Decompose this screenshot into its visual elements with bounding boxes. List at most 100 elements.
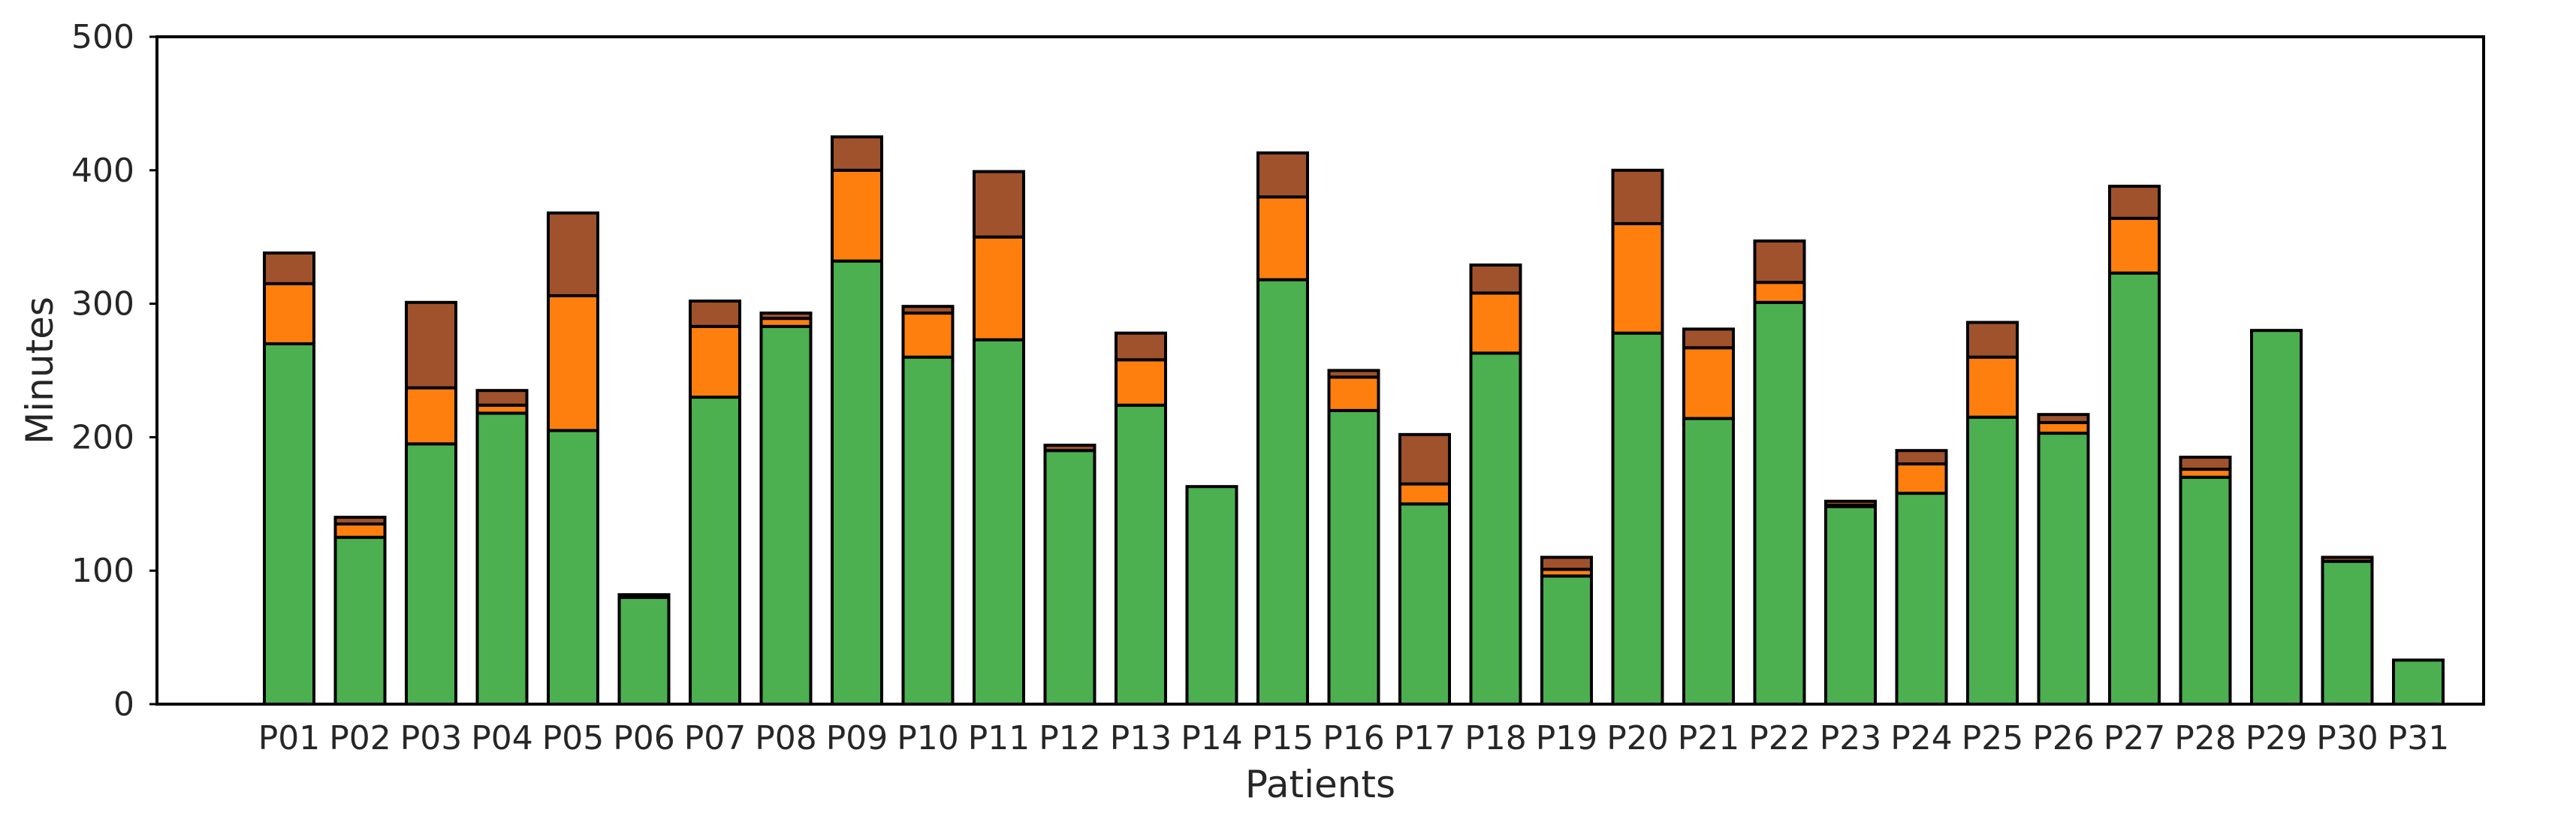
x-tick-label-p03: P03 [400, 719, 463, 757]
bar-p10-segment-1 [901, 355, 955, 706]
bar-p13-segment-1 [1115, 403, 1167, 706]
x-axis-label: Patients [1245, 763, 1395, 806]
bar-p30-segment-1 [2321, 559, 2374, 706]
bar-p01-segment-3 [263, 251, 315, 285]
x-tick-label-p01: P01 [258, 719, 321, 757]
bar-p29-segment-1 [2250, 329, 2303, 706]
bar-p26-segment-1 [2037, 432, 2090, 706]
x-tick-label-p20: P20 [1606, 719, 1669, 757]
x-tick-label-p09: P09 [826, 719, 888, 757]
bar-p17-segment-1 [1398, 502, 1451, 706]
bar-p09-segment-3 [831, 135, 883, 172]
bar-p15-segment-2 [1256, 195, 1309, 282]
x-tick-label-p16: P16 [1323, 719, 1385, 757]
x-tick-label-p26: P26 [2032, 719, 2095, 757]
bar-p24-segment-1 [1895, 492, 1948, 706]
bar-p05-segment-2 [547, 294, 599, 432]
bar-p20-segment-1 [1611, 331, 1664, 706]
x-tick-label-p13: P13 [1110, 719, 1172, 757]
bar-p24-segment-3 [1895, 449, 1948, 465]
bar-p01-segment-2 [263, 282, 315, 345]
x-tick-label-p28: P28 [2174, 719, 2237, 757]
bar-p26-segment-2 [2037, 420, 2090, 435]
y-tick-label-0: 0 [113, 685, 134, 724]
bar-p07-segment-1 [689, 396, 741, 706]
x-tick-label-p14: P14 [1181, 719, 1243, 757]
bar-p02-segment-1 [333, 535, 387, 706]
bar-p30-segment-3 [2321, 556, 2374, 563]
x-tick-label-p30: P30 [2316, 719, 2378, 757]
bar-p21-segment-2 [1682, 346, 1735, 420]
bar-p07-segment-2 [689, 324, 741, 399]
x-tick-label-p10: P10 [897, 719, 959, 757]
bar-p21-segment-1 [1682, 417, 1735, 706]
bar-p27-segment-2 [2108, 216, 2161, 275]
x-tick-label-p08: P08 [755, 719, 817, 757]
bar-p28-segment-1 [2179, 475, 2232, 706]
bar-p02-segment-3 [333, 516, 387, 525]
x-tick-label-p22: P22 [1748, 719, 1811, 757]
bar-p21-segment-3 [1682, 327, 1735, 350]
x-tick-label-p31: P31 [2387, 719, 2450, 757]
bar-p04-segment-1 [475, 411, 529, 706]
bar-p03-segment-2 [405, 386, 457, 446]
bar-p14-segment-1 [1185, 485, 1238, 706]
y-tick-label-400: 400 [71, 152, 134, 190]
bar-p25-segment-3 [1966, 321, 2019, 359]
bar-p24-segment-2 [1895, 462, 1948, 495]
x-tick-label-p23: P23 [1820, 719, 1882, 757]
x-tick-label-p24: P24 [1890, 719, 1953, 757]
bar-p27-segment-3 [2108, 185, 2161, 220]
bar-p12-segment-3 [1043, 444, 1096, 453]
bar-p11-segment-3 [973, 170, 1025, 239]
bar-p16-segment-2 [1327, 375, 1380, 412]
y-axis: 0 100 200 300 400 500 [71, 18, 157, 724]
y-tick-label-300: 300 [71, 285, 134, 324]
plot-frame [155, 35, 2485, 706]
bar-p17-segment-2 [1398, 482, 1451, 506]
y-axis-label: Minutes [18, 297, 62, 444]
x-tick-label-p17: P17 [1394, 719, 1456, 757]
bar-p18-segment-2 [1469, 291, 1522, 355]
bar-p15-segment-1 [1256, 278, 1309, 706]
x-tick-label-p19: P19 [1536, 719, 1598, 757]
bar-p03-segment-1 [405, 442, 457, 706]
bar-p23-segment-3 [1824, 499, 1877, 507]
y-tick-label-200: 200 [71, 418, 134, 456]
y-tick-label-500: 500 [71, 18, 134, 56]
bar-p26-segment-3 [2037, 413, 2090, 424]
y-tick-label-100: 100 [71, 552, 134, 590]
bar-p06-segment-1 [617, 595, 671, 706]
x-tick-label-p29: P29 [2246, 719, 2308, 757]
bar-p09-segment-2 [831, 168, 883, 263]
bar-p12-segment-1 [1043, 449, 1096, 706]
x-tick-label-p02: P02 [329, 719, 391, 757]
bar-p11-segment-2 [973, 235, 1025, 342]
bar-p05-segment-1 [547, 429, 599, 706]
bar-p22-segment-2 [1753, 281, 1806, 304]
x-tick-label-p21: P21 [1678, 719, 1740, 757]
bar-p10-segment-2 [901, 312, 955, 359]
bar-p22-segment-1 [1753, 300, 1806, 706]
bar-p05-segment-3 [547, 211, 599, 297]
bar-p23-segment-1 [1824, 504, 1877, 706]
bar-p22-segment-3 [1753, 239, 1806, 285]
bar-p13-segment-2 [1115, 358, 1167, 407]
bar-p20-segment-3 [1611, 168, 1664, 225]
x-tick-label-p06: P06 [613, 719, 675, 757]
bar-p01-segment-1 [263, 342, 315, 706]
bar-p25-segment-2 [1966, 355, 2019, 419]
bars-group [263, 135, 2445, 706]
bar-p20-segment-2 [1611, 221, 1664, 335]
x-tick-label-p15: P15 [1252, 719, 1314, 757]
x-tick-label-p04: P04 [471, 719, 533, 757]
bar-p02-segment-2 [333, 522, 387, 539]
bar-p16-segment-1 [1327, 408, 1380, 706]
x-tick-label-p18: P18 [1464, 719, 1527, 757]
bar-p16-segment-3 [1327, 369, 1380, 379]
x-tick-label-p07: P07 [684, 719, 747, 757]
bar-p31-segment-1 [2392, 658, 2445, 706]
bar-p11-segment-1 [973, 338, 1025, 706]
bar-p17-segment-3 [1398, 432, 1451, 486]
